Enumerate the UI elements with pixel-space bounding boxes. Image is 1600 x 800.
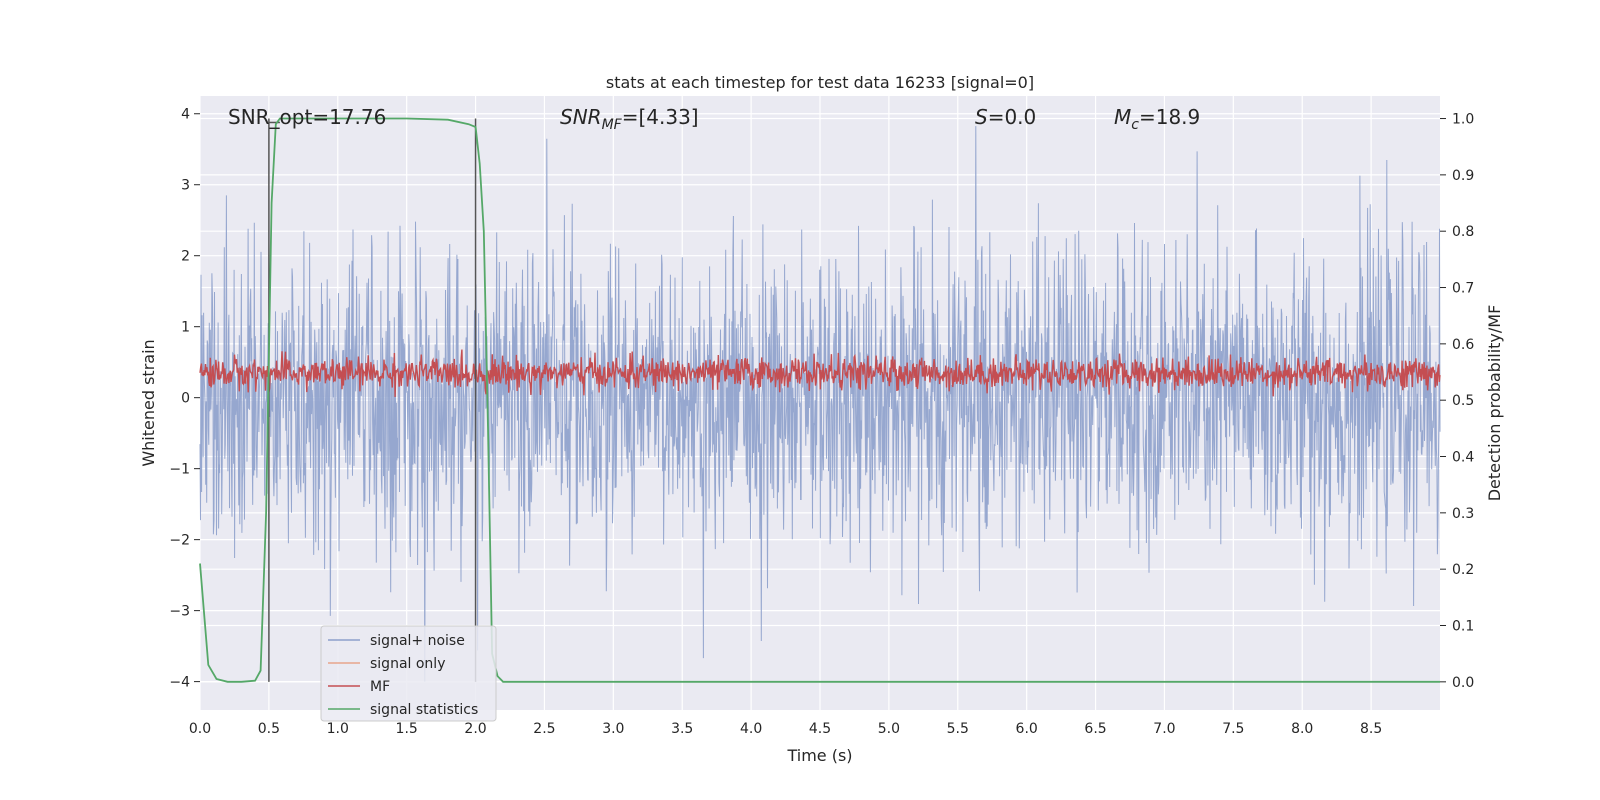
snr-mf-main: SNR [560,105,602,129]
y-tick-label-right: 0.9 [1452,168,1474,184]
y-tick-label-right: 1.0 [1452,112,1474,128]
mc-main: M [1114,105,1131,129]
y-tick-label-right: 0.0 [1452,675,1474,691]
legend-box [320,625,497,722]
x-tick-label: 6.5 [1084,721,1106,737]
y-tick-label-right: 0.5 [1452,393,1474,409]
x-tick-label: 2.0 [464,721,486,737]
s-value: =0.0 [988,105,1037,129]
legend-label-signal-statistics: signal statistics [370,702,478,718]
y-tick-label-right: 0.1 [1452,619,1474,635]
x-tick-label: 3.0 [602,721,624,737]
x-tick-label: 5.0 [878,721,900,737]
x-tick-label: 2.5 [533,721,555,737]
y-tick-label-left: 1 [181,320,190,336]
y-tick-label-left: 2 [181,249,190,265]
y-axis-label-left: Whitened strain [139,339,158,466]
y-tick-label-left: 4 [181,107,190,123]
y-tick-label-right: 0.2 [1452,562,1474,578]
snr-opt-annotation: SNR_opt=17.76 [228,105,386,129]
x-axis-label: Time (s) [786,746,852,765]
snr-mf-sub: MF [602,117,623,133]
x-tick-label: 8.0 [1291,721,1313,737]
x-tick-label: 4.5 [809,721,831,737]
s-symbol: S [975,105,988,129]
legend: signal+ noise signal only MF signal stat… [320,625,497,722]
x-tick-label: 1.0 [327,721,349,737]
y-tick-label-left: 0 [181,391,190,407]
x-tick-label: 3.5 [671,721,693,737]
y-tick-label-left: −3 [169,604,190,620]
chart-title: stats at each timestep for test data 162… [606,73,1034,92]
signal-statistics-line [199,117,1440,683]
legend-label-signal-noise: signal+ noise [370,633,465,649]
y-tick-label-left: −4 [169,675,190,691]
x-tick-label: 0.5 [258,721,280,737]
x-tick-label: 8.5 [1360,721,1382,737]
s-annotation: S=0.0 [975,105,1036,129]
snr-mf-annotation: SNRMF=[4.33] [560,105,699,133]
y-tick-label-left: 3 [181,178,190,194]
signal-noise-line [199,126,1441,682]
x-tick-label: 6.0 [1016,721,1038,737]
plot-area [199,117,1441,683]
mc-value: =18.9 [1139,105,1200,129]
x-tick-label: 7.0 [1153,721,1175,737]
x-tick-label: 5.5 [947,721,969,737]
x-tick-label: 1.5 [396,721,418,737]
mf-line [199,349,1441,398]
snr-mf-value: =[4.33] [622,105,699,129]
x-tick-label: 0.0 [189,721,211,737]
y-tick-label-right: 0.4 [1452,450,1474,466]
y-tick-label-right: 0.6 [1452,337,1474,353]
y-tick-label-right: 0.7 [1452,281,1474,297]
mc-sub: c [1131,117,1139,133]
y-tick-label-right: 0.3 [1452,506,1474,522]
y-tick-label-left: −2 [169,533,190,549]
legend-label-signal-only: signal only [370,656,445,672]
mc-annotation: Mc=18.9 [1114,105,1200,133]
ticks: 0.0 0.5 1.0 1.5 2.0 2.5 3.0 3.5 4.0 4.5 5.0 5.5 6.0 6… [169,107,1474,737]
x-tick-label: 4.0 [740,721,762,737]
legend-label-mf: MF [370,679,390,695]
y-axis-label-right: Detection probability/MF [1485,305,1504,502]
y-tick-label-left: −1 [169,462,190,478]
x-tick-label: 7.5 [1222,721,1244,737]
y-tick-label-right: 0.8 [1452,224,1474,240]
